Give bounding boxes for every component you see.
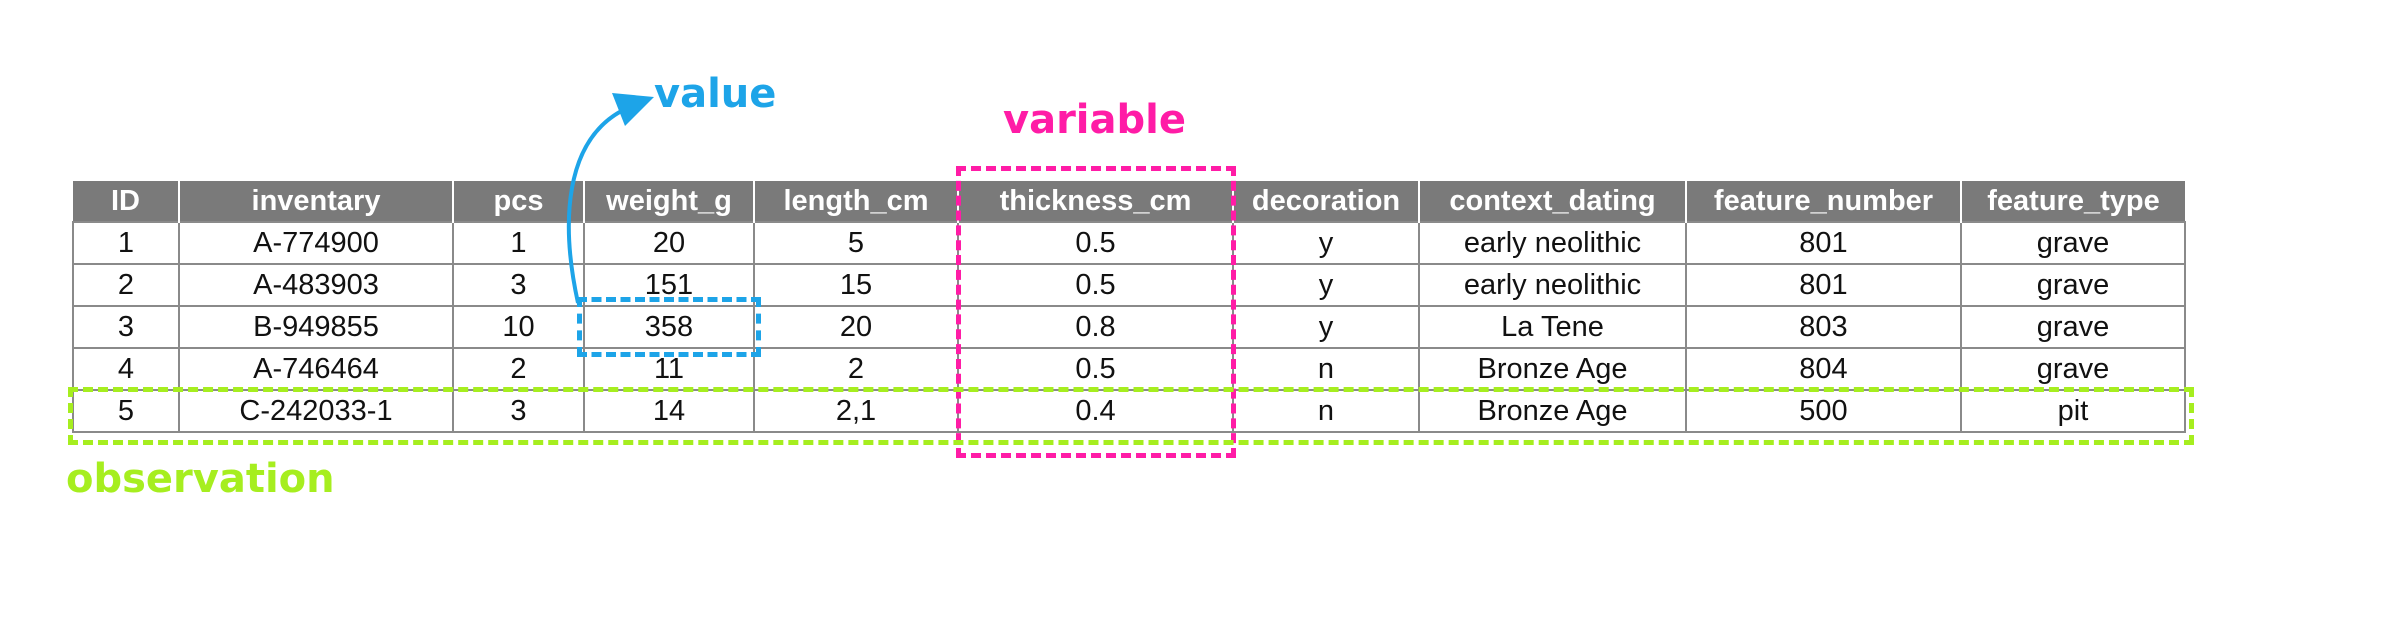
table-cell: C-242033-1: [178, 389, 454, 433]
table-cell: 0.8: [957, 305, 1234, 349]
column-header-decoration: decoration: [1232, 181, 1419, 222]
table-cell: 0.5: [957, 347, 1234, 391]
table-cell: A-483903: [178, 263, 454, 307]
table-cell: grave: [1960, 347, 2186, 391]
data-table: ID inventary pcs weight_g length_cm thic…: [72, 181, 2186, 433]
table-cell: grave: [1960, 221, 2186, 265]
table-cell: 3: [72, 305, 180, 349]
table-cell: A-774900: [178, 221, 454, 265]
column-header-inventary: inventary: [178, 181, 453, 222]
table-row: 1 A-774900 1 20 5 0.5 y early neolithic …: [72, 221, 2186, 265]
table-cell: 803: [1685, 305, 1962, 349]
table-cell: grave: [1960, 263, 2186, 307]
column-header-id: ID: [73, 181, 179, 222]
table-cell: y: [1232, 221, 1420, 265]
table-cell: early neolithic: [1418, 221, 1687, 265]
value-highlight-box: [577, 297, 761, 357]
column-header-context-dating: context_dating: [1418, 181, 1686, 222]
column-header-length-cm: length_cm: [753, 181, 958, 222]
table-cell: 5: [753, 221, 959, 265]
table-cell: n: [1232, 389, 1420, 433]
column-header-weight-g: weight_g: [583, 181, 754, 222]
table-cell: 10: [452, 305, 585, 349]
table-cell: 0.5: [957, 263, 1234, 307]
table-cell: grave: [1960, 305, 2186, 349]
observation-label: observation: [66, 456, 335, 502]
column-header-feature-type: feature_type: [1960, 181, 2185, 222]
table-cell: 801: [1685, 263, 1962, 307]
value-arrow-curve: [566, 104, 633, 304]
table-cell: 14: [583, 389, 755, 433]
table-cell: 20: [753, 305, 959, 349]
table-cell: pit: [1960, 389, 2186, 433]
table-cell: 1: [72, 221, 180, 265]
table-cell: La Tene: [1418, 305, 1687, 349]
table-cell: B-949855: [178, 305, 454, 349]
table-cell: 1: [452, 221, 585, 265]
table-cell: early neolithic: [1418, 263, 1687, 307]
table-cell: 804: [1685, 347, 1962, 391]
table-row: 2 A-483903 3 151 15 0.5 y early neolithi…: [72, 263, 2186, 307]
variable-highlight-box: [956, 166, 1236, 458]
table-cell: 500: [1685, 389, 1962, 433]
table-row: 5 C-242033-1 3 14 2,1 0.4 n Bronze Age 5…: [72, 389, 2186, 433]
table-cell: y: [1232, 263, 1420, 307]
observation-highlight-box: [68, 387, 2194, 445]
table-cell: Bronze Age: [1418, 389, 1687, 433]
column-header-feature-number: feature_number: [1685, 181, 1961, 222]
header-row: ID inventary pcs weight_g length_cm thic…: [73, 181, 2185, 222]
arrowhead-icon: [612, 93, 654, 126]
table-cell: 15: [753, 263, 959, 307]
variable-label: variable: [1003, 97, 1186, 143]
table-cell: 3: [452, 263, 585, 307]
table-cell: y: [1232, 305, 1420, 349]
column-header-thickness-cm: thickness_cm: [957, 181, 1233, 222]
table-cell: 2: [72, 263, 180, 307]
table-cell: 4: [72, 347, 180, 391]
table-row: 3 B-949855 10 358 20 0.8 y La Tene 803 g…: [72, 305, 2186, 349]
table-cell: 358: [583, 305, 755, 349]
column-header-pcs: pcs: [452, 181, 584, 222]
value-label: value: [654, 71, 777, 117]
table-cell: 20: [583, 221, 755, 265]
table-cell: 801: [1685, 221, 1962, 265]
